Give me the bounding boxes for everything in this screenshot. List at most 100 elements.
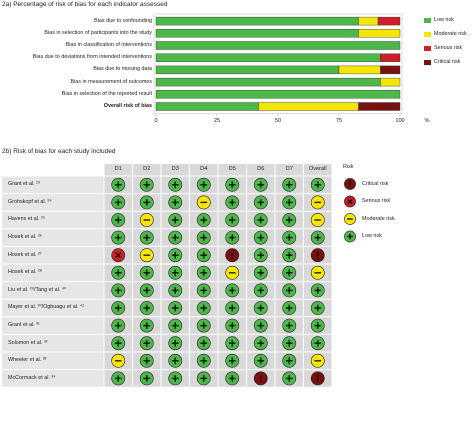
risk-symbol-critical (310, 248, 325, 263)
risk-symbol-low (168, 283, 183, 298)
risk-symbol-low (225, 213, 240, 227)
risk-symbol-low (168, 336, 183, 351)
risk-symbol-low (168, 371, 183, 386)
column-header: Overall (308, 166, 327, 172)
bar-category-labels: Bias due to confounding Bias in selection… (0, 0, 152, 120)
legend-title: Risk (343, 164, 354, 170)
bar-segment-moderate-risk (358, 29, 401, 38)
bar-category-label: Bias in selection of the reported result (61, 90, 152, 97)
risk-symbol-low (344, 230, 356, 243)
risk-symbol-low (225, 336, 240, 351)
risk-symbol-serious (344, 195, 356, 208)
risk-symbol-low (168, 195, 183, 210)
x-tick-label: 50 (274, 117, 282, 124)
x-tick-label: 25 (213, 117, 221, 124)
study-label: Hosek et al. ²⁸ (8, 269, 43, 276)
x-tick-label: 100 (395, 117, 405, 124)
risk-symbol-low (196, 265, 211, 280)
legend-swatch (424, 60, 431, 65)
risk-symbol-low (253, 248, 268, 263)
risk-symbol-low (253, 213, 268, 227)
risk-symbol-low (310, 230, 325, 245)
risk-symbol-low (196, 213, 211, 227)
risk-symbol-low (196, 353, 211, 368)
legend-swatch (424, 32, 431, 37)
study-label: Mayer et al. ³⁰/Ogbuagu et al. ⁴¹ (8, 304, 85, 311)
risk-symbol-low (253, 265, 268, 280)
bar-segment-low-risk (155, 41, 401, 50)
x-tick-label: 0 (154, 117, 158, 124)
bar-segment-low-risk (155, 90, 401, 99)
risk-symbol-low (225, 353, 240, 368)
risk-symbol-low (139, 283, 154, 298)
risk-symbol-low (111, 301, 126, 315)
legend-label: Serious risk (434, 45, 463, 51)
risk-symbol-low (225, 283, 240, 298)
risk-symbol-moderate (344, 213, 356, 225)
risk-symbol-low (196, 177, 211, 192)
risk-symbol-moderate (310, 353, 325, 368)
bar-segment-serious-risk (377, 16, 401, 26)
risk-symbol-low (225, 230, 240, 245)
column-header: D4 (200, 166, 208, 172)
risk-symbol-low (282, 336, 297, 351)
risk-symbol-moderate (196, 195, 211, 210)
risk-symbol-low (168, 301, 183, 315)
risk-symbol-low (139, 318, 154, 333)
column-header: D6 (257, 166, 265, 172)
study-label: Havens et al. ²⁵ (8, 216, 45, 223)
legend-label: Critical risk (434, 59, 461, 65)
risk-symbol-low (253, 283, 268, 298)
study-label: Solomon et al. ³² (8, 339, 48, 346)
risk-symbol-low (282, 283, 297, 298)
risk-symbol-low (282, 265, 297, 280)
chart-title-2a: 2a) Percentage of risk of bias for each … (2, 1, 168, 8)
risk-symbol-low (139, 265, 154, 280)
risk-symbol-low (196, 283, 211, 298)
risk-symbol-moderate (139, 248, 154, 263)
risk-symbol-low (168, 213, 183, 227)
risk-symbol-low (111, 213, 126, 227)
risk-symbol-low (253, 230, 268, 245)
risk-symbol-moderate (310, 265, 325, 280)
risk-symbol-moderate (310, 213, 325, 227)
risk-symbol-low (310, 177, 325, 192)
risk-symbol-low (225, 195, 240, 210)
risk-symbol-low (225, 301, 240, 315)
bar-segment-critical-risk (380, 65, 401, 75)
study-label: Wheeler et al. ³³ (8, 357, 47, 364)
risk-symbol-low (139, 336, 154, 351)
column-header: D7 (285, 166, 293, 172)
risk-symbol-low (253, 353, 268, 368)
risk-symbol-low (253, 318, 268, 333)
risk-symbol-low (168, 230, 183, 245)
risk-symbol-low (225, 371, 240, 386)
study-label: Grant et al. ²³ (8, 181, 40, 188)
risk-symbol-low (196, 301, 211, 315)
bar-segment-critical-risk (358, 102, 401, 111)
risk-symbol-low (282, 230, 297, 245)
risk-symbol-low (168, 177, 183, 192)
column-header: D5 (228, 166, 236, 172)
bar-category-label: Bias due to missing data (93, 66, 152, 73)
risk-symbol-low (282, 301, 297, 315)
risk-symbol-low (111, 265, 126, 280)
risk-symbol-serious (111, 248, 126, 263)
bar-category-label: Bias in selection of participants into t… (44, 29, 152, 36)
x-axis-unit: % (424, 118, 430, 124)
risk-symbol-low (111, 177, 126, 192)
bar-segment-moderate-risk (380, 77, 401, 87)
risk-symbol-low (111, 336, 126, 351)
risk-symbol-low (111, 195, 126, 210)
risk-symbol-low (196, 336, 211, 351)
risk-symbol-low (196, 318, 211, 333)
study-label: Liu et al. ²⁹/Tang et al. ⁴⁰ (8, 286, 67, 293)
risk-symbol-low (310, 336, 325, 351)
risk-symbol-low (282, 371, 297, 386)
legend-label: Moderate risk (362, 215, 395, 222)
risk-symbol-low (139, 177, 154, 192)
risk-symbol-moderate (111, 353, 126, 368)
study-label: Grant et al. ³¹ (8, 322, 40, 328)
